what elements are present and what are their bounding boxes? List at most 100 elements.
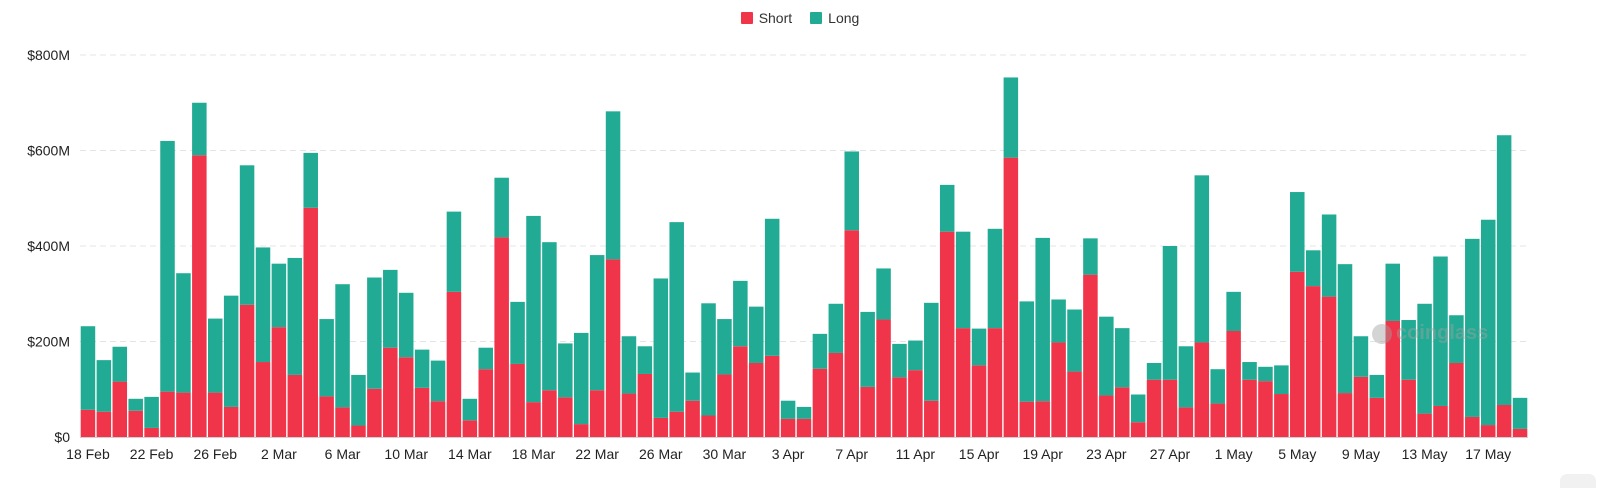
bar-short [239, 304, 255, 437]
legend-item-long[interactable]: Long [810, 10, 859, 26]
bar-short [1449, 362, 1464, 437]
bar-short [414, 387, 430, 437]
bar-long [589, 255, 605, 391]
bar-short [1480, 425, 1496, 437]
bar-long [924, 302, 939, 401]
bar-long [80, 326, 96, 410]
bar-long [701, 303, 716, 416]
bar-short [1162, 379, 1178, 437]
bar-long [1385, 263, 1401, 321]
bar-short [398, 357, 414, 437]
bar-long [526, 215, 541, 403]
bar-short [255, 362, 271, 437]
bar-short [669, 411, 684, 437]
bar-long [478, 347, 494, 370]
bar-short [1003, 157, 1019, 437]
bar-long [1178, 346, 1194, 408]
bar-long [1337, 264, 1353, 394]
bar-long [780, 400, 796, 419]
bar-long [1512, 397, 1528, 429]
bar-short [1242, 379, 1257, 437]
bar-short [160, 391, 175, 437]
legend-label-long: Long [828, 10, 860, 26]
bar-short [144, 427, 159, 437]
bar-long [573, 332, 589, 425]
bar-long [446, 211, 462, 292]
bar-long [430, 360, 446, 402]
x-tick-label: 1 May [1215, 446, 1253, 462]
bar-long [462, 398, 478, 421]
bar-long [239, 165, 255, 305]
x-tick-label: 19 Apr [1022, 446, 1063, 462]
y-tick-label: $0 [54, 429, 70, 445]
bar-short [558, 397, 573, 437]
bar-short [939, 231, 955, 437]
bar-short [383, 347, 398, 437]
bar-long [207, 318, 223, 393]
bar-long [223, 295, 239, 407]
bar-short [589, 390, 605, 437]
bar-short [749, 362, 764, 437]
bar-short [1083, 274, 1098, 437]
bar-short [207, 392, 223, 437]
x-tick-label: 11 Apr [896, 446, 936, 462]
bar-short [701, 415, 716, 437]
bar-long [351, 374, 366, 426]
x-tick-label: 17 May [1465, 446, 1511, 462]
bar-long [1162, 246, 1178, 380]
bar-short [1035, 401, 1050, 437]
x-tick-label: 13 May [1402, 446, 1448, 462]
bar-short [1512, 428, 1528, 437]
x-tick-label: 22 Mar [575, 446, 619, 462]
bar-short [80, 409, 96, 437]
bar-long [908, 340, 923, 371]
bar-short [1226, 330, 1241, 437]
bar-short [1290, 271, 1305, 437]
bar-long [303, 152, 318, 208]
scroll-to-top-button[interactable] [1560, 474, 1596, 488]
bar-long [1305, 250, 1321, 287]
bar-short [1210, 403, 1225, 437]
bar-long [1433, 256, 1448, 406]
bar-long [1242, 362, 1257, 380]
bar-short [542, 390, 557, 437]
y-tick-label: $800M [27, 47, 70, 63]
bar-long [414, 349, 430, 388]
bar-long [876, 268, 891, 320]
bar-short [1385, 320, 1401, 437]
bar-long [844, 151, 859, 231]
bar-long [1353, 336, 1369, 377]
x-tick-label: 10 Mar [384, 446, 428, 462]
bar-short [987, 328, 1003, 437]
legend-swatch-long [810, 12, 823, 24]
bar-long [796, 406, 812, 419]
bar-short [303, 207, 318, 437]
bar-short [526, 402, 541, 437]
bar-long [971, 328, 987, 366]
bar-short [335, 407, 350, 437]
bar-short [573, 424, 589, 437]
bar-short [1194, 342, 1210, 437]
bar-short [1258, 381, 1273, 437]
watermark: coinglass [1372, 322, 1488, 345]
bar-short [1019, 401, 1035, 437]
bar-long [128, 398, 143, 411]
legend-item-short[interactable]: Short [740, 10, 792, 26]
x-tick-label: 26 Mar [639, 446, 683, 462]
bar-long [685, 372, 700, 401]
bar-short [1496, 405, 1512, 437]
bar-long [96, 360, 112, 412]
bar-long [987, 228, 1003, 329]
bar-long [383, 269, 398, 348]
bar-long [255, 247, 271, 363]
x-tick-label: 9 May [1342, 446, 1380, 462]
bar-long [1099, 316, 1114, 396]
bar-short [319, 396, 334, 437]
bar-long [287, 257, 303, 375]
bar-short [1465, 416, 1480, 437]
bar-short [1337, 393, 1353, 437]
bar-short [1146, 379, 1162, 437]
bar-long [1083, 238, 1098, 275]
bar-short [653, 417, 669, 437]
bar-long [112, 346, 128, 382]
